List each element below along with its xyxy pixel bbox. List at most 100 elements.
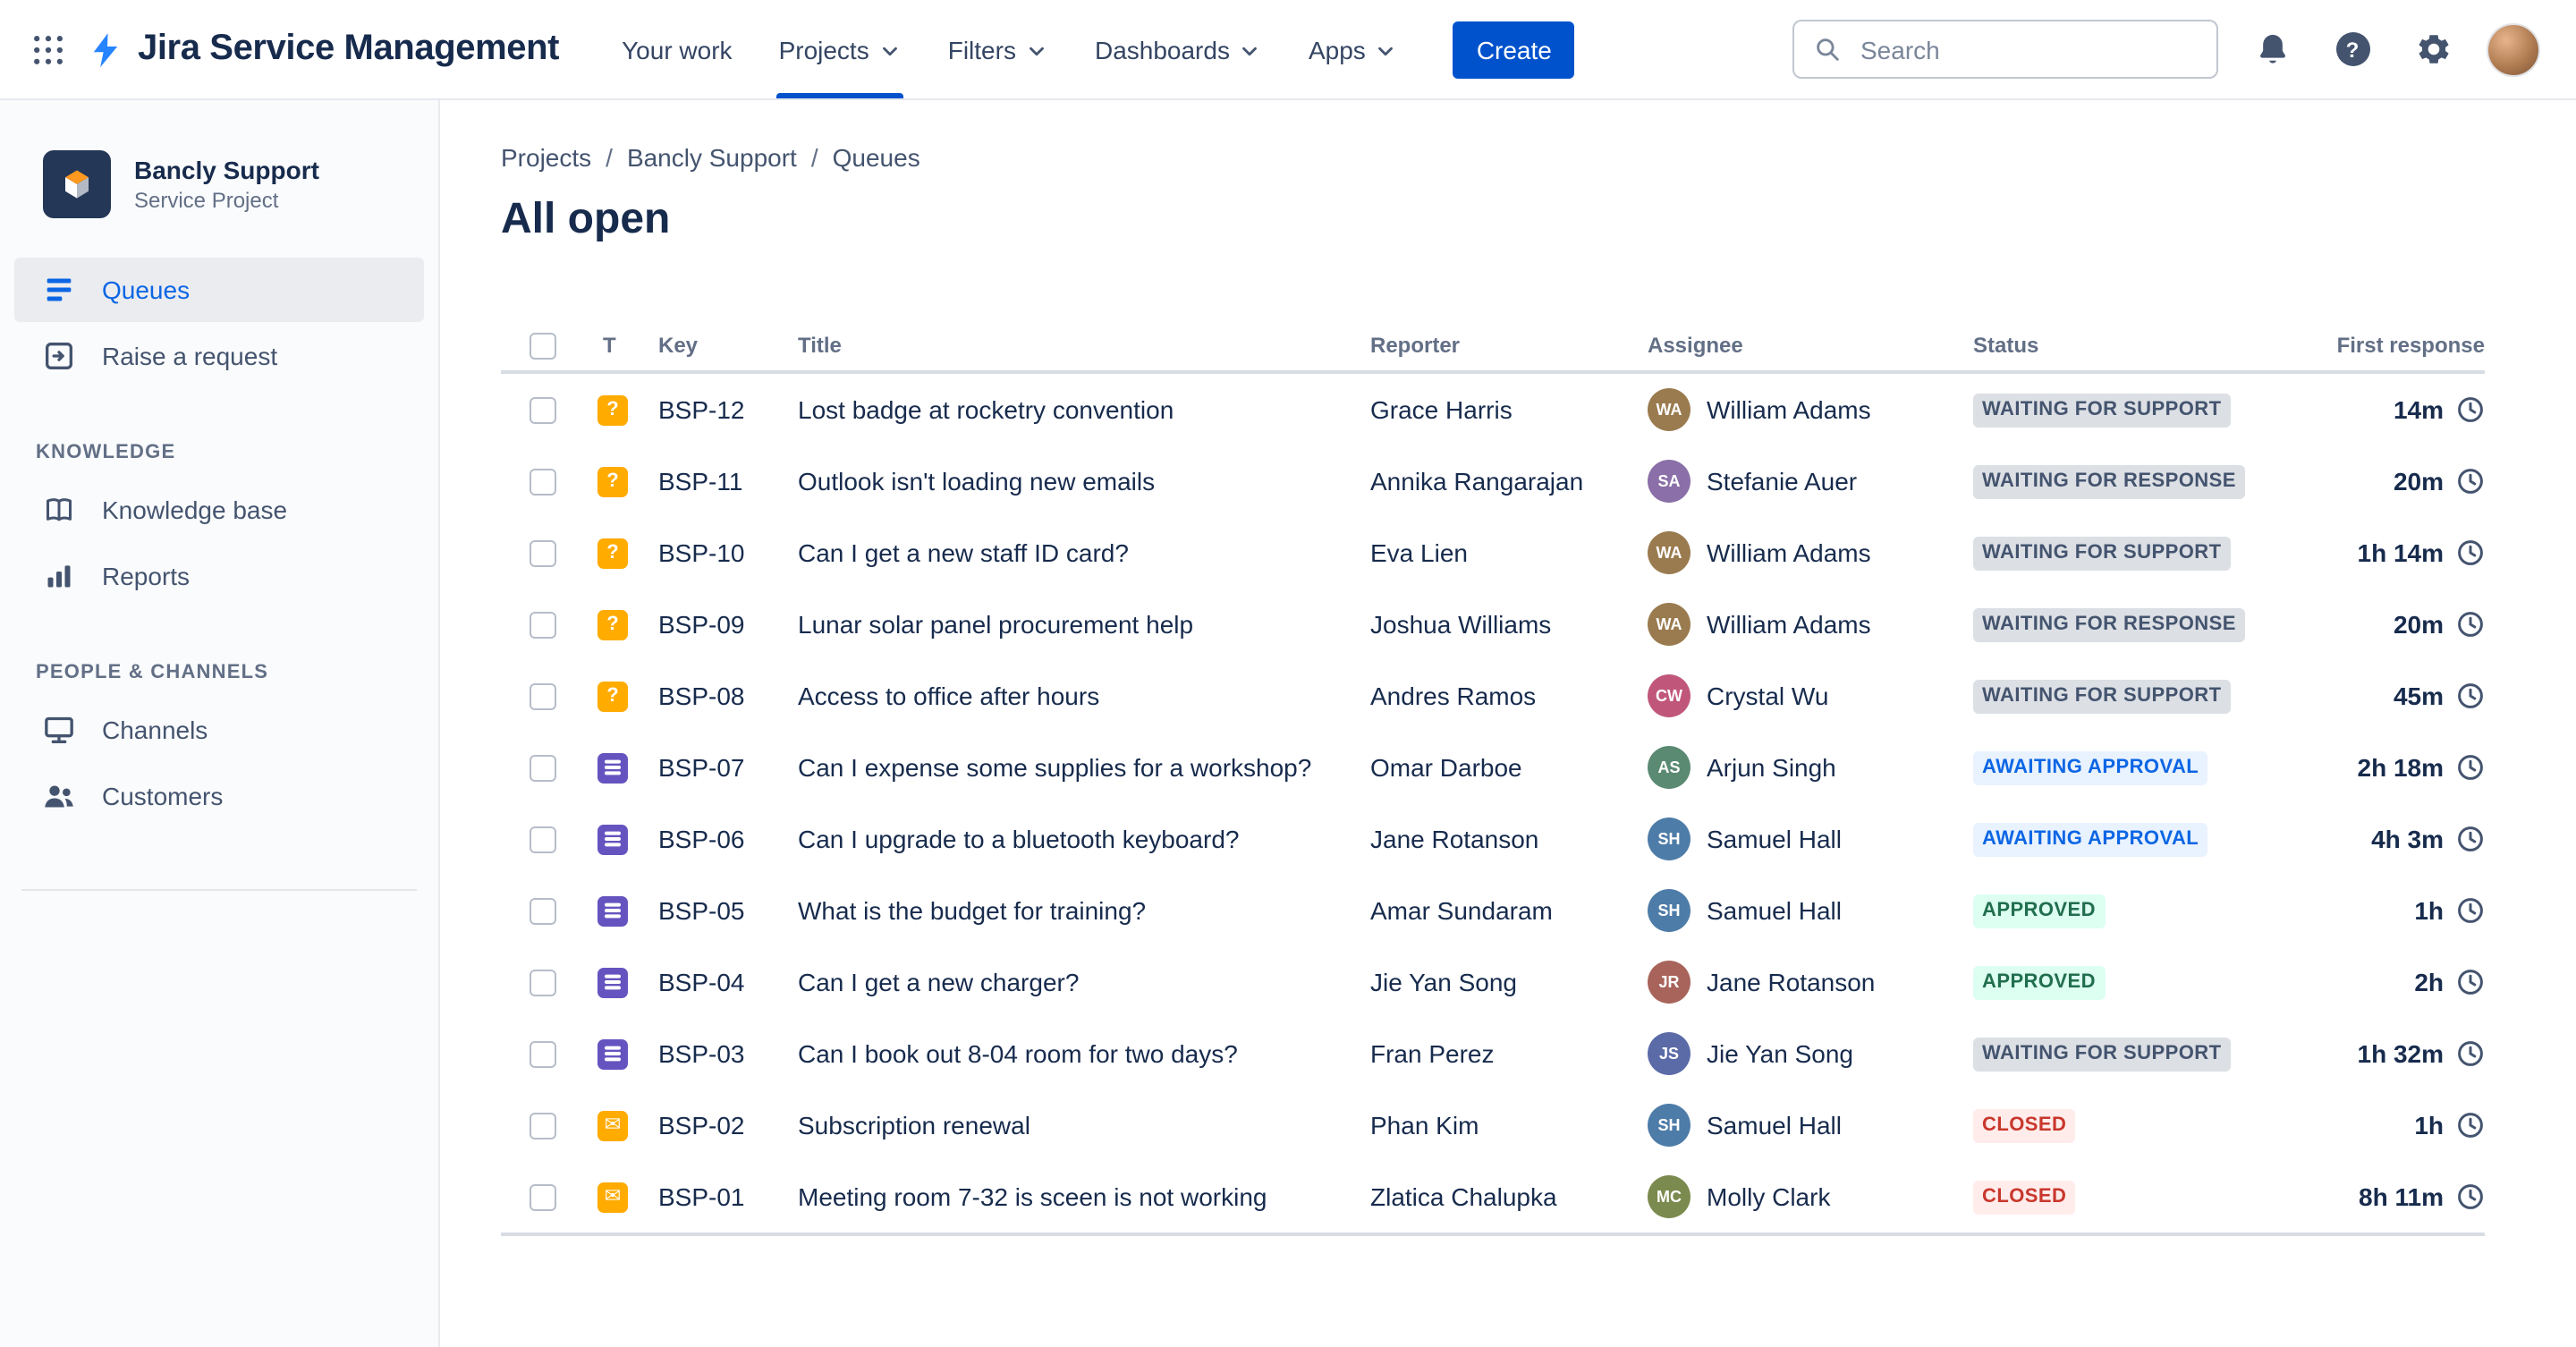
brand[interactable]: Jira Service Management xyxy=(86,29,559,70)
settings-gear-icon[interactable] xyxy=(2406,22,2460,76)
raise-request-icon xyxy=(41,338,77,374)
table-row: BSP-05 What is the budget for training? … xyxy=(501,875,2485,946)
issue-key[interactable]: BSP-10 xyxy=(658,538,745,567)
first-response-time: 1h xyxy=(2414,896,2444,925)
project-header[interactable]: Bancly Support Service Project xyxy=(0,150,438,218)
first-response-time: 1h 32m xyxy=(2357,1039,2445,1068)
issue-title[interactable]: Subscription renewal xyxy=(798,1111,1030,1139)
reporter-name: Phan Kim xyxy=(1370,1111,1479,1139)
assignee-avatar: SH xyxy=(1648,818,1690,860)
issue-title[interactable]: What is the budget for training? xyxy=(798,896,1147,925)
nav-your-work[interactable]: Your work xyxy=(622,35,733,64)
row-checkbox[interactable] xyxy=(530,826,556,852)
issue-key[interactable]: BSP-03 xyxy=(658,1039,745,1068)
breadcrumb-project-name[interactable]: Bancly Support xyxy=(626,143,797,172)
assignee-avatar: SH xyxy=(1648,1104,1690,1147)
status-badge: WAITING FOR SUPPORT xyxy=(1973,537,2231,571)
breadcrumb-projects[interactable]: Projects xyxy=(501,143,592,172)
issue-title[interactable]: Can I upgrade to a bluetooth keyboard? xyxy=(798,825,1240,853)
status-badge: CLOSED xyxy=(1973,1181,2076,1215)
request-type-icon xyxy=(597,538,628,568)
row-checkbox[interactable] xyxy=(530,682,556,709)
row-checkbox[interactable] xyxy=(530,611,556,638)
first-response-time: 1h 14m xyxy=(2357,538,2445,567)
column-header-title: Title xyxy=(798,333,842,358)
assignee-name: Samuel Hall xyxy=(1707,896,1842,925)
issue-key[interactable]: BSP-09 xyxy=(658,610,745,639)
row-checkbox[interactable] xyxy=(530,539,556,566)
issue-key[interactable]: BSP-04 xyxy=(658,968,745,996)
issue-title[interactable]: Can I get a new staff ID card? xyxy=(798,538,1129,567)
issue-title[interactable]: Can I get a new charger? xyxy=(798,968,1080,996)
row-checkbox[interactable] xyxy=(530,897,556,924)
help-icon[interactable]: ? xyxy=(2326,22,2379,76)
issue-title[interactable]: Outlook isn't loading new emails xyxy=(798,467,1156,496)
page-title: All open xyxy=(501,195,671,243)
row-checkbox[interactable] xyxy=(530,1183,556,1210)
request-type-icon xyxy=(597,967,628,997)
row-checkbox[interactable] xyxy=(530,969,556,995)
nav-apps[interactable]: Apps xyxy=(1285,0,1421,98)
first-response-time: 8h 11m xyxy=(2359,1182,2444,1211)
clock-icon xyxy=(2456,467,2485,496)
row-checkbox[interactable] xyxy=(530,1112,556,1139)
issue-key[interactable]: BSP-05 xyxy=(658,896,745,925)
app-switcher-icon[interactable] xyxy=(21,22,75,76)
sidebar-item-raise-request[interactable]: Raise a request xyxy=(14,324,424,388)
sidebar-item-channels[interactable]: Channels xyxy=(14,698,424,762)
issue-title[interactable]: Can I book out 8-04 room for two days? xyxy=(798,1039,1238,1068)
column-header-key: Key xyxy=(658,333,699,358)
search-input[interactable] xyxy=(1857,33,2199,65)
issue-key[interactable]: BSP-01 xyxy=(658,1182,745,1211)
table-header: T Key Title Reporter Assignee Status Fir… xyxy=(501,320,2485,374)
assignee-name: William Adams xyxy=(1707,395,1871,424)
status-badge: APPROVED xyxy=(1973,966,2105,1000)
sidebar-item-queues[interactable]: Queues xyxy=(14,258,424,322)
issue-key[interactable]: BSP-02 xyxy=(658,1111,745,1139)
project-avatar xyxy=(43,150,111,218)
assignee-avatar: SH xyxy=(1648,889,1690,932)
request-type-icon xyxy=(597,1182,628,1212)
issue-key[interactable]: BSP-11 xyxy=(658,467,743,496)
assignee-avatar: CW xyxy=(1648,674,1690,717)
search-box[interactable] xyxy=(1792,20,2218,79)
user-avatar[interactable] xyxy=(2487,22,2540,76)
breadcrumb-queues[interactable]: Queues xyxy=(832,143,920,172)
reporter-name: Jie Yan Song xyxy=(1370,968,1517,996)
issue-key[interactable]: BSP-08 xyxy=(658,682,745,710)
sidebar-item-reports[interactable]: Reports xyxy=(14,544,424,608)
issue-title[interactable]: Can I expense some supplies for a worksh… xyxy=(798,753,1312,782)
request-type-icon xyxy=(597,1110,628,1140)
issue-title[interactable]: Meeting room 7-32 is sceen is not workin… xyxy=(798,1182,1267,1211)
first-response-time: 1h xyxy=(2414,1111,2444,1139)
row-checkbox[interactable] xyxy=(530,396,556,423)
jira-logo-icon xyxy=(86,30,125,69)
sidebar-item-knowledge-base[interactable]: Knowledge base xyxy=(14,478,424,542)
first-response-time: 45m xyxy=(2393,682,2444,710)
section-heading-people-channels: PEOPLE & CHANNELS xyxy=(36,662,269,683)
issue-key[interactable]: BSP-12 xyxy=(658,395,745,424)
row-checkbox[interactable] xyxy=(530,754,556,781)
column-header-status: Status xyxy=(1973,333,2039,358)
nav-filters[interactable]: Filters xyxy=(925,0,1072,98)
assignee-name: Arjun Singh xyxy=(1707,753,1836,782)
nav-projects[interactable]: Projects xyxy=(756,0,925,98)
create-button[interactable]: Create xyxy=(1453,21,1575,78)
issue-title[interactable]: Lunar solar panel procurement help xyxy=(798,610,1194,639)
clock-icon xyxy=(2456,1039,2485,1068)
bar-chart-icon xyxy=(41,558,77,594)
sidebar-item-customers[interactable]: Customers xyxy=(14,764,424,828)
notifications-bell-icon[interactable] xyxy=(2245,22,2299,76)
column-header-type: T xyxy=(603,333,616,358)
issue-key[interactable]: BSP-07 xyxy=(658,753,745,782)
select-all-checkbox[interactable] xyxy=(530,332,556,359)
section-heading-knowledge: KNOWLEDGE xyxy=(36,442,176,463)
issue-title[interactable]: Access to office after hours xyxy=(798,682,1100,710)
nav-dashboards[interactable]: Dashboards xyxy=(1072,0,1285,98)
row-checkbox[interactable] xyxy=(530,468,556,495)
clock-icon xyxy=(2456,1111,2485,1139)
issue-key[interactable]: BSP-06 xyxy=(658,825,745,853)
issue-title[interactable]: Lost badge at rocketry convention xyxy=(798,395,1174,424)
row-checkbox[interactable] xyxy=(530,1040,556,1067)
reporter-name: Eva Lien xyxy=(1370,538,1468,567)
